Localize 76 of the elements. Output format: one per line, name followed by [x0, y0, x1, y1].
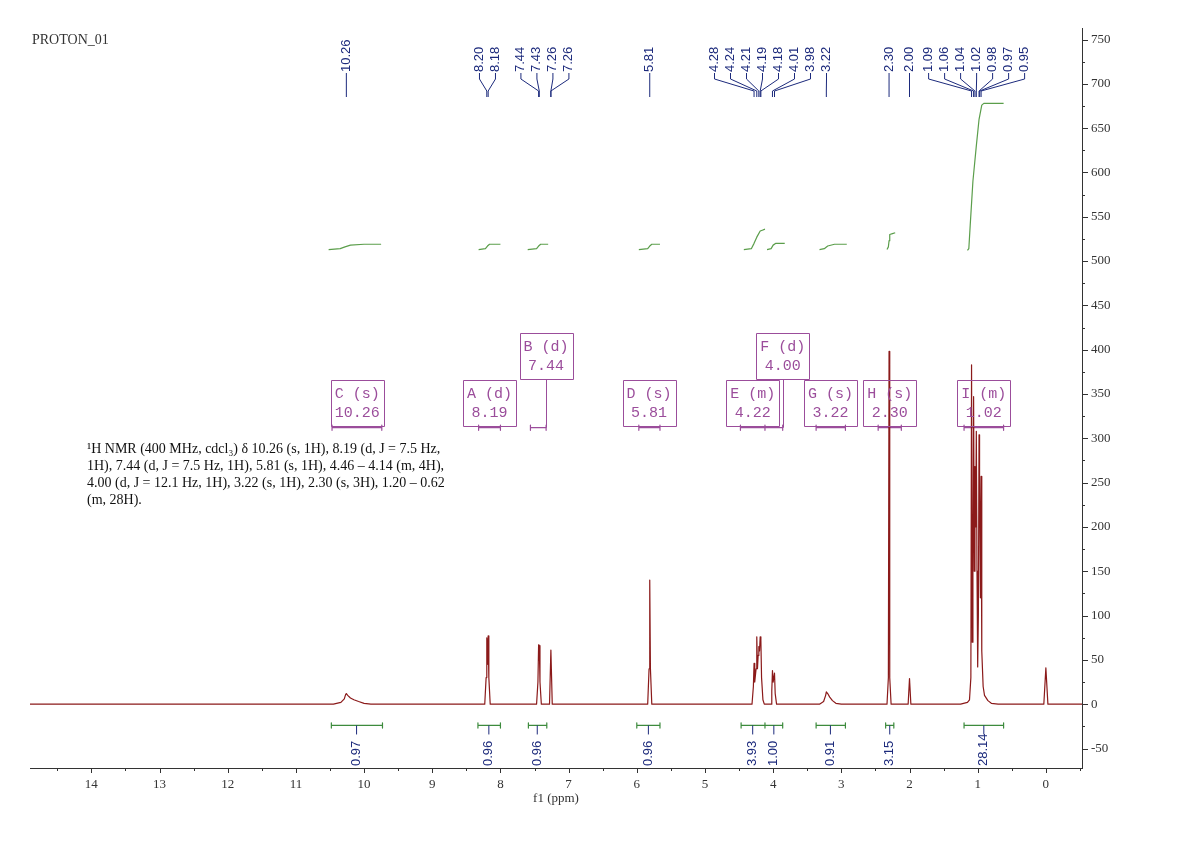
- y-tick-label: 550: [1091, 208, 1111, 224]
- annotation: 7.26: [544, 46, 560, 72]
- annotation: B (d) 7.44: [523, 338, 569, 375]
- y-tick-label: 200: [1091, 518, 1111, 534]
- y-tick-label: -50: [1091, 739, 1109, 755]
- x-tick-label: 7: [565, 776, 573, 792]
- annotation: 0.96: [528, 740, 544, 766]
- y-tick-label: 350: [1091, 385, 1111, 401]
- y-tick-label: 700: [1091, 75, 1111, 91]
- annotation: 1.06: [936, 46, 952, 72]
- x-tick-label: 8: [497, 776, 504, 792]
- x-tick-label: 0: [1042, 776, 1050, 792]
- x-tick-label: 1: [974, 776, 981, 792]
- y-tick-label: 300: [1091, 429, 1111, 445]
- annotation: 0.96: [480, 740, 496, 766]
- x-tick-label: 4: [769, 776, 777, 792]
- annotation: G (s) 3.22: [807, 385, 853, 422]
- x-tick-label: 11: [289, 776, 303, 792]
- annotation: 4.19: [754, 46, 770, 72]
- annotation: 7.26: [560, 46, 576, 72]
- annotation: 0.91: [822, 740, 837, 766]
- annotation: 8.20: [471, 46, 487, 72]
- annotation: 3.93: [744, 740, 760, 766]
- y-tick-label: 150: [1091, 562, 1111, 578]
- x-tick-label: 13: [153, 776, 167, 792]
- annotation: 2.30: [880, 46, 896, 72]
- annotation: 2.00: [901, 46, 917, 72]
- x-axis-title: f1 (ppm): [533, 789, 579, 805]
- annotation: 0.98: [984, 46, 1000, 72]
- annotation: 4.24: [722, 46, 738, 72]
- annotation: 7.44: [512, 46, 528, 72]
- annotation: 7.43: [528, 46, 544, 72]
- y-tick-label: 100: [1091, 606, 1111, 622]
- annotation: 1.00: [765, 740, 781, 766]
- annotation: 1.04: [952, 46, 968, 72]
- chart-title: PROTON_01: [32, 32, 109, 47]
- annotation: 0.96: [639, 740, 655, 766]
- annotation: 1.02: [968, 46, 984, 72]
- annotation: 3.15: [881, 740, 897, 766]
- annotation: E (m) 4.22: [730, 385, 776, 422]
- y-tick-label: 600: [1091, 163, 1111, 179]
- x-tick-label: 3: [838, 776, 845, 792]
- annotation: ¹H NMR (400 MHz, cdcl₃) δ 10.26 (s, 1H), 8.19 (d, J = 7.5 Hz, 1H), 7.44 (d, J = 7.5 Hz, 1H), 5.81 (s, 1H), 4.46 – 4.14 (m, 4H), 4.00 (d, J = 12.1 Hz, 1H), 3.22 (s, 1H), 2.30 (s, 3H), 1.20 – 0.62 (m, 28H).: [87, 441, 445, 508]
- y-tick-label: 500: [1091, 252, 1111, 268]
- annotation: 4.28: [706, 46, 722, 72]
- annotation: 0.97: [348, 740, 364, 766]
- x-tick-label: 9: [429, 776, 436, 792]
- annotation: 0.95: [1016, 46, 1032, 72]
- annotation: C (s) 10.26: [334, 385, 380, 422]
- x-tick-label: 14: [84, 776, 99, 792]
- annotation: 4.21: [738, 46, 754, 72]
- x-tick-label: 10: [357, 776, 371, 792]
- annotation: 10.26: [337, 39, 353, 72]
- annotation: 3.98: [802, 46, 818, 72]
- x-tick-label: 12: [221, 776, 235, 792]
- y-tick-label: 400: [1091, 341, 1111, 357]
- y-tick-label: 750: [1091, 30, 1111, 46]
- y-tick-label: 250: [1091, 474, 1111, 490]
- annotation: 1.09: [920, 46, 936, 72]
- annotation: 8.18: [487, 46, 503, 72]
- y-tick-label: 450: [1091, 296, 1111, 312]
- y-tick-label: 650: [1091, 119, 1111, 135]
- annotation: 0.97: [1000, 46, 1016, 72]
- annotation: F (d) 4.00: [760, 338, 806, 375]
- x-tick-label: 2: [906, 776, 913, 792]
- y-tick-label: 0: [1091, 695, 1098, 711]
- annotation: D (s) 5.81: [626, 385, 672, 422]
- annotation: 4.18: [770, 46, 786, 72]
- annotation: A (d) 8.19: [467, 385, 513, 422]
- annotation: 5.81: [641, 46, 657, 72]
- y-tick-label: 50: [1091, 651, 1104, 667]
- x-tick-label: 5: [701, 776, 709, 792]
- annotation: 4.01: [786, 46, 802, 72]
- annotation: 28.14: [975, 733, 991, 766]
- annotation: 3.22: [818, 46, 834, 72]
- x-tick-label: 6: [633, 776, 641, 792]
